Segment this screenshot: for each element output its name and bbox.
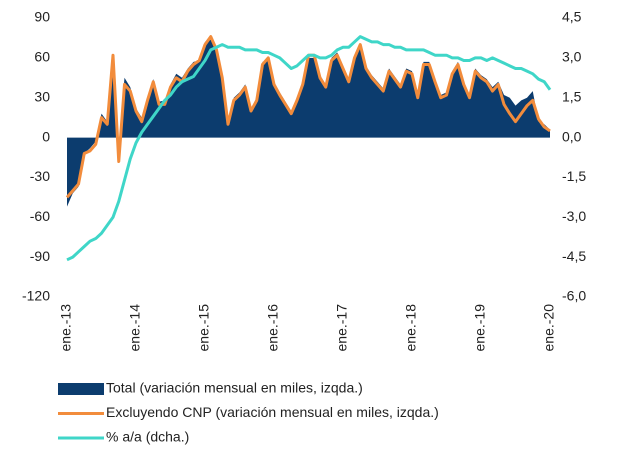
y2-tick-label: -3,0 [562,208,586,224]
legend-label: Excluyendo CNP (variación mensual en mil… [106,404,439,420]
y2-tick-label: -1,5 [562,168,586,184]
area [67,39,550,207]
x-tick-label: ene.-15 [196,304,212,352]
y2-tick-label: 4,5 [562,9,582,25]
legend-label: % a/a (dcha.) [106,429,189,445]
y-tick-label: 0 [42,128,50,144]
y-tick-label: 30 [34,88,50,104]
y2-tick-label: 0,0 [562,128,582,144]
y-tick-label: 90 [34,9,50,25]
y2-tick-label: -4,5 [562,248,586,264]
legend-swatch [58,383,104,395]
y-tick-label: -120 [22,288,50,304]
x-tick-label: ene.-20 [541,304,557,352]
x-tick-label: ene.-16 [265,304,281,352]
y2-tick-label: -6,0 [562,288,586,304]
y-tick-label: -90 [30,248,50,264]
line [66,35,552,262]
x-tick-label: ene.-19 [472,304,488,352]
x-tick-label: ene.-18 [403,304,419,352]
y-tick-label: -60 [30,208,50,224]
y-tick-label: -30 [30,168,50,184]
x-tick-label: ene.-17 [334,304,350,352]
y2-tick-label: 1,5 [562,88,582,104]
x-tick-label: ene.-14 [127,304,143,352]
legend-label: Total (variación mensual en miles, izqda… [106,380,363,396]
x-tick-label: ene.-13 [58,304,74,352]
y-tick-label: 60 [34,49,50,65]
y2-tick-label: 3,0 [562,49,582,65]
